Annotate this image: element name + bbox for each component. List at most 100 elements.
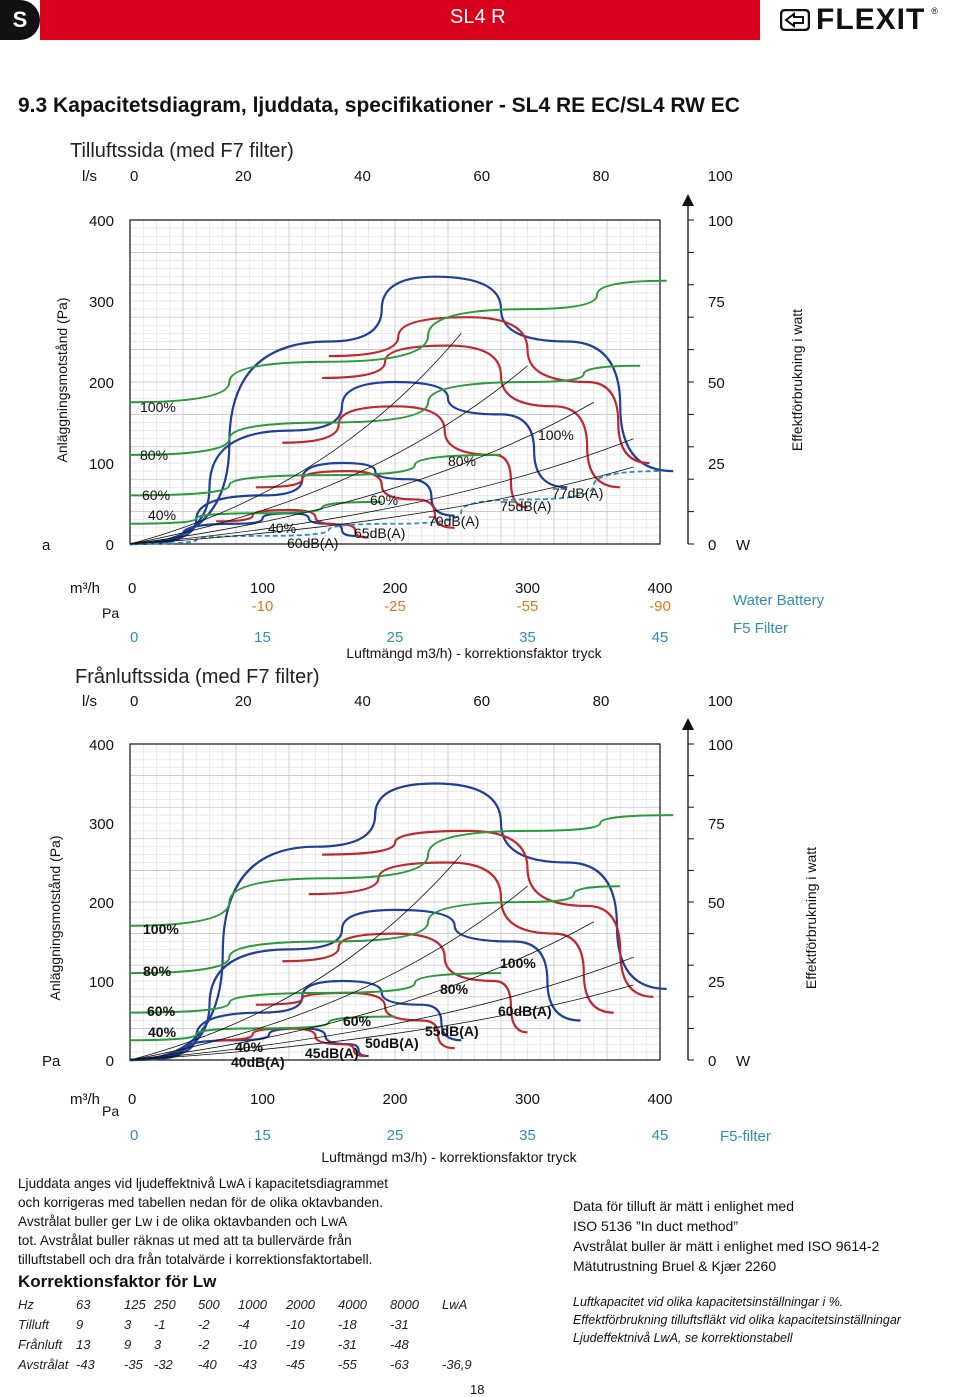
ls-tick-label: 0: [130, 693, 138, 710]
y-tick-label: 200: [89, 895, 114, 912]
y-tick-label: 0: [106, 537, 114, 554]
correction-table: Hz 63 125 250 500 1000 2000 4000 8000 LwA Tilluft 9…: [18, 1294, 482, 1374]
table-cell: [442, 1334, 482, 1354]
fan-speed-label: 60%: [142, 487, 170, 503]
note-line: Avstrålat buller ger Lw i de olika oktav…: [18, 1214, 348, 1229]
plot-frame: [129, 743, 661, 1061]
ls-tick-label: 60: [473, 693, 490, 710]
table-cell: 8000: [390, 1296, 419, 1312]
battery-tick-label: -90: [649, 598, 671, 615]
fan-speed-label: 80%: [140, 447, 168, 463]
system-curve: [129, 466, 634, 545]
product-name: SL4 R: [450, 6, 506, 28]
y2-unit-label: W: [736, 1053, 751, 1070]
y2-axis-arrow: [682, 194, 694, 206]
series-line: [129, 972, 502, 1014]
system-curve: [129, 438, 634, 545]
table-cell: -2: [198, 1336, 210, 1352]
x-tick-label: 100: [250, 580, 275, 597]
fan-speed-label: 40%: [235, 1039, 264, 1055]
note-line: Avstrålat buller är mätt i enlighet med …: [573, 1238, 880, 1254]
pa2-tick-label: 45: [652, 1127, 669, 1144]
brand-name: FLEXIT: [816, 3, 926, 36]
ls-axis-label: l/s: [82, 693, 97, 710]
table-cell: 9: [76, 1316, 84, 1332]
sound-level-label: 45dB(A): [305, 1045, 359, 1061]
ls-tick-label: 100: [708, 168, 733, 185]
ls-tick-label: 20: [235, 693, 252, 710]
note-line: Ljudeffektnivå LwA, se korrektionstabell: [573, 1331, 793, 1345]
y-axis-title: Anläggningsmotstånd (Pa): [54, 298, 70, 463]
fan-speed-label: 40%: [148, 1024, 177, 1040]
battery-tick-label: -55: [517, 598, 539, 615]
m3h-axis-label: m³/h: [70, 580, 100, 597]
table-cell: -10: [238, 1336, 257, 1352]
flexit-logo: FLEXIT ®: [780, 2, 938, 38]
series-line: [129, 885, 621, 975]
note-line: tilluftstabell och dra från totalvärde i…: [18, 1252, 373, 1267]
series-line: [129, 453, 502, 497]
series-line: [129, 979, 462, 1062]
x-tick-label: 400: [647, 580, 672, 597]
table-cell: -48: [390, 1336, 409, 1352]
y2-tick-label: 0: [708, 537, 716, 554]
y2-tick-label: 75: [708, 816, 725, 833]
table-cell: Tilluft: [18, 1316, 49, 1332]
table-cell: 250: [154, 1296, 176, 1312]
flexit-arrow-icon: [780, 9, 810, 31]
table-cell: 1000: [238, 1296, 267, 1312]
supply-chart: l/s 0 20 40 60 80 100 400 300 200 100 0 a 100 75 50 25 0 W…: [42, 168, 825, 661]
table-cell: -43: [238, 1356, 257, 1372]
x-tick-label: 300: [515, 1091, 540, 1108]
x-tick-label: 0: [128, 580, 136, 597]
x-tick-label: 200: [382, 580, 407, 597]
system-curve: [129, 984, 634, 1061]
table-cell: 13: [76, 1336, 91, 1352]
ls-tick-label: 80: [593, 168, 610, 185]
series-line: [129, 275, 674, 546]
table-cell: 125: [124, 1296, 146, 1312]
y-tick-label: 100: [89, 456, 114, 473]
battery-tick-label: -10: [252, 598, 274, 615]
series-line: [282, 405, 528, 509]
table-header-row: Hz 63 125 250 500 1000 2000 4000 8000 LwA: [18, 1294, 482, 1314]
correction-title: Korrektionsfaktor för Lw: [18, 1272, 217, 1291]
note-line: Luftkapacitet vid olika kapacitetsinstäl…: [573, 1295, 844, 1309]
series-line: [129, 279, 667, 404]
table-cell: -35: [124, 1356, 143, 1372]
note-line: ISO 5136 ”In duct method”: [573, 1218, 738, 1234]
legend-water-battery: Water Battery: [733, 592, 825, 609]
y-tick-label: 300: [89, 294, 114, 311]
y-unit-label: a: [42, 537, 51, 554]
y-unit-label: Pa: [42, 1053, 61, 1070]
y2-tick-label: 25: [708, 974, 725, 991]
exhaust-subtitle: Frånluftssida (med F7 filter): [75, 666, 320, 688]
series-line: [129, 782, 667, 1062]
registered-mark: ®: [931, 6, 938, 16]
ls-tick-label: 60: [473, 168, 490, 185]
series-line: [129, 500, 382, 525]
fan-speed-label: 60%: [370, 492, 398, 508]
series-line: [282, 932, 528, 1034]
series-line: [129, 814, 674, 927]
page-number: 18: [470, 1382, 485, 1397]
fan-speed-label: 40%: [148, 507, 176, 523]
fan-speed-label: 60%: [343, 1013, 372, 1029]
sound-level-label: 50dB(A): [365, 1035, 419, 1051]
x-tick-label: 100: [250, 1091, 275, 1108]
pa2-axis-label: Pa: [102, 1103, 119, 1119]
series-line: [255, 469, 455, 529]
table-cell: -31: [338, 1336, 357, 1352]
fan-speed-label: 60%: [147, 1003, 176, 1019]
series-line: [322, 344, 621, 489]
ls-tick-label: 100: [708, 693, 733, 710]
y2-tick-label: 0: [708, 1053, 716, 1070]
table-cell: -40: [198, 1356, 217, 1372]
system-curve: [129, 333, 462, 545]
note-line: Mätutrustning Bruel & Kjær 2260: [573, 1258, 777, 1274]
series-line: [308, 861, 614, 1014]
table-cell: -2: [198, 1316, 210, 1332]
x-axis-title: Luftmängd m3/h) - korrektionsfaktor tryc…: [321, 1149, 577, 1165]
table-cell: -32: [154, 1356, 173, 1372]
y-tick-label: 400: [89, 737, 114, 754]
